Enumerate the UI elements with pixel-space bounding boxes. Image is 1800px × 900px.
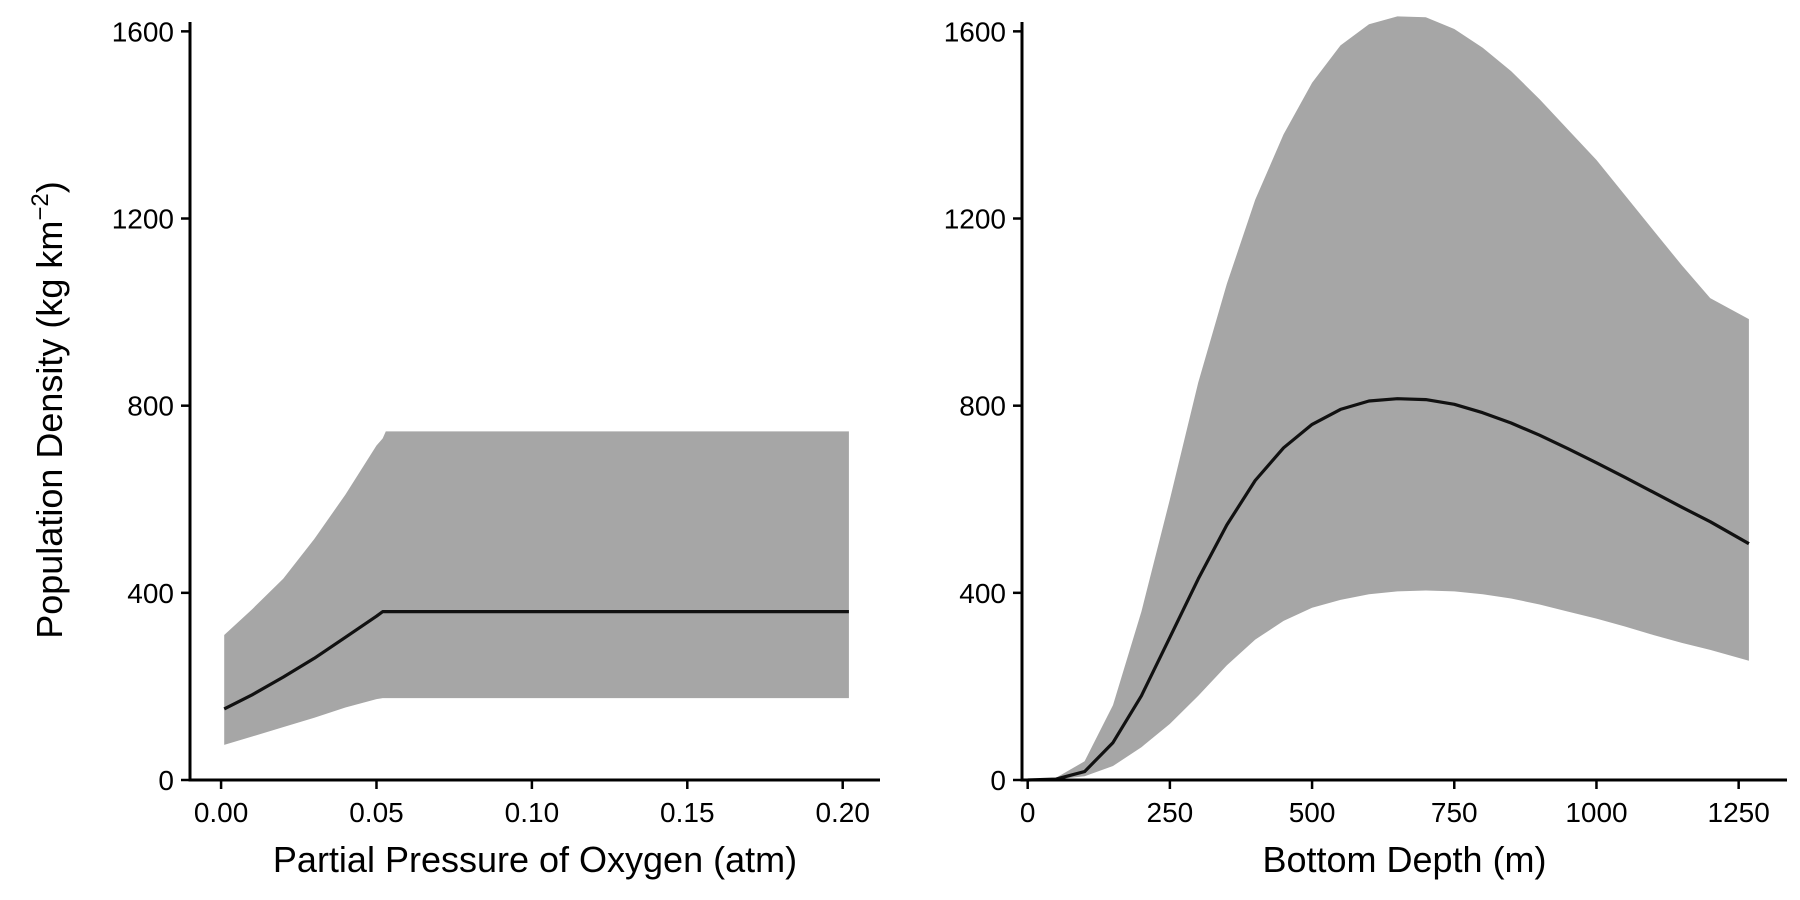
y-tick-label: 0: [158, 765, 174, 796]
y-tick-label: 400: [959, 578, 1006, 609]
y-axis-title: Population Density (kg km−2): [27, 181, 70, 639]
x-tick-label: 0.10: [505, 797, 560, 828]
y-tick-label: 800: [959, 391, 1006, 422]
y-tick-label: 800: [127, 391, 174, 422]
x-tick-label: 0.00: [194, 797, 249, 828]
y-axis-title-main: Population Density (kg km: [29, 221, 70, 639]
depth-panel: 0 400 800 1200 1600 0 250 500 750 1000 1250 Bottom …: [944, 16, 1787, 880]
y-tick-label: 1600: [112, 16, 174, 47]
y-tick-label: 1200: [112, 204, 174, 235]
x-tick-label: 0.05: [349, 797, 404, 828]
x-tick-label: 0.15: [660, 797, 715, 828]
confidence-ribbon: [224, 431, 849, 745]
x-tick-label: 500: [1289, 797, 1336, 828]
y-tick-label: 0: [990, 765, 1006, 796]
oxygen-panel: 0 400 800 1200 1600 0.00 0.05 0.10 0.15 0.20 Parti…: [112, 16, 880, 880]
y-tick-label: 400: [127, 578, 174, 609]
x-tick-label: 0.20: [815, 797, 870, 828]
y-axis-title-superscript: −2: [27, 193, 54, 220]
x-tick-label: 1250: [1708, 797, 1770, 828]
x-tick-label: 1000: [1565, 797, 1627, 828]
x-axis-title: Bottom Depth (m): [1262, 839, 1546, 880]
estimate-line: [223, 610, 849, 711]
x-tick-label: 0: [1020, 797, 1036, 828]
y-tick-label: 1200: [944, 204, 1006, 235]
x-axis-title: Partial Pressure of Oxygen (atm): [273, 839, 797, 880]
y-tick-label: 1600: [944, 16, 1006, 47]
estimate-line: [1027, 397, 1750, 782]
y-axis-title-close: ): [29, 181, 70, 193]
x-tick-label: 250: [1147, 797, 1194, 828]
x-tick-label: 750: [1431, 797, 1478, 828]
